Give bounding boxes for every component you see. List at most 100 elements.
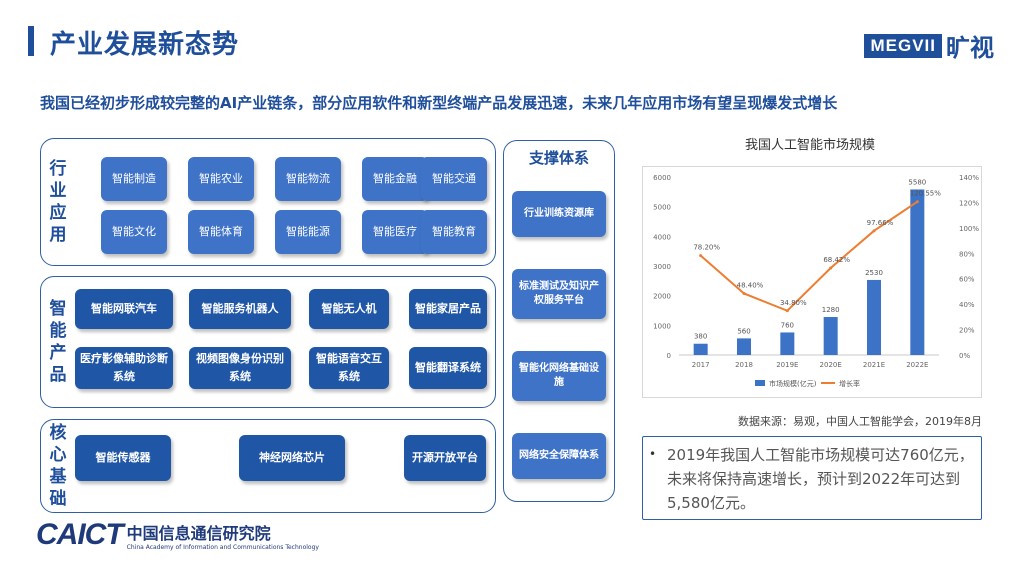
megvii-logo-mark: MEGVII	[864, 33, 942, 58]
line-data-label: 78.20%	[693, 244, 720, 252]
app-tile[interactable]: 智能教育	[421, 210, 487, 254]
product-tile[interactable]: 智能语音交互系统	[309, 347, 389, 389]
panel-label-char: 智	[49, 299, 67, 319]
core-tile[interactable]: 智能传感器	[75, 435, 171, 481]
y-left-tick-label: 3000	[653, 263, 671, 271]
app-tile[interactable]: 智能医疗	[362, 210, 428, 254]
app-tile[interactable]: 智能体育	[188, 210, 254, 254]
slide-subtitle: 我国已经初步形成较完整的AI产业链条，部分应用软件和新型终端产品发展迅速，未来几…	[40, 94, 838, 112]
summary-note: • 2019年我国人工智能市场规模可达760亿元，未来将保持高速增长，预计到20…	[642, 436, 982, 520]
y-right-tick-label: 0%	[959, 352, 970, 360]
bar-data-label: 5580	[908, 178, 926, 186]
line-data-label: 34.80%	[780, 299, 807, 307]
app-tile[interactable]: 智能金融	[362, 157, 428, 201]
caict-logo: CAICT 中国信息通信研究院 China Academy of Informa…	[36, 518, 319, 552]
product-tile[interactable]: 智能服务机器人	[189, 289, 291, 329]
bar	[737, 338, 751, 355]
product-tile[interactable]: 智能翻译系统	[409, 347, 487, 389]
industry-application-panel: 行业应用 智能制造 智能农业 智能物流 智能金融 智能交通 智能文化 智能体育 …	[40, 138, 496, 266]
core-foundation-panel: 核心基础 智能传感器 神经网络芯片 开源开放平台	[40, 419, 496, 513]
y-left-tick-label: 0	[667, 352, 671, 360]
megvii-logo-cn: 旷视	[946, 34, 994, 62]
y-right-tick-label: 120%	[959, 199, 979, 207]
app-tile[interactable]: 智能制造	[101, 157, 167, 201]
app-tile[interactable]: 智能交通	[421, 157, 487, 201]
panel-label-char: 品	[49, 365, 67, 385]
panel-label-industry: 行业应用	[41, 139, 75, 265]
app-tile[interactable]: 智能物流	[275, 157, 341, 201]
core-tile[interactable]: 神经网络芯片	[239, 435, 345, 481]
x-tick-label: 2019E	[776, 361, 798, 369]
panel-label-char: 业	[49, 181, 67, 201]
panel-label-char: 用	[49, 225, 67, 245]
bar	[910, 189, 925, 355]
line-point	[785, 309, 789, 313]
note-text: 2019年我国人工智能市场规模可达760亿元，未来将保持高速增长，预计到2022…	[667, 446, 974, 512]
panel-label-char: 核	[49, 423, 67, 443]
app-tile[interactable]: 智能文化	[101, 210, 167, 254]
x-tick-label: 2022E	[906, 361, 928, 369]
chart-container: 0 1000 2000 3000 4000 5000 6000 0% 20% 40% 60% 80% 1…	[642, 166, 982, 398]
support-tile[interactable]: 行业训练资源库	[512, 191, 606, 237]
support-tile[interactable]: 网络安全保障体系	[512, 433, 606, 479]
line-point	[699, 254, 703, 258]
y-left-tick-label: 4000	[653, 233, 671, 241]
line-point	[829, 266, 833, 270]
bar-data-label: 760	[781, 321, 794, 329]
x-tick-label: 2021E	[863, 361, 885, 369]
smart-product-panel: 智能产品 智能网联汽车 智能服务机器人 智能无人机 智能家居产品 医疗影像辅助诊…	[40, 276, 496, 408]
bar	[780, 332, 795, 355]
panel-label-char: 产	[49, 343, 67, 363]
panel-label-char: 基	[49, 467, 67, 487]
app-tile[interactable]: 智能农业	[188, 157, 254, 201]
product-tile[interactable]: 智能网联汽车	[75, 289, 173, 329]
panel-label-product: 智能产品	[41, 277, 75, 407]
y-right-tick-label: 80%	[959, 250, 975, 258]
note-bullet: •	[649, 447, 657, 461]
panel-label-core: 核心基础	[41, 420, 75, 512]
line-point	[915, 200, 919, 204]
y-right-tick-label: 60%	[959, 276, 975, 284]
bar	[867, 279, 881, 355]
line-data-label: 48.40%	[737, 281, 764, 289]
bar-data-label: 560	[737, 327, 750, 335]
y-right-tick-label: 20%	[959, 327, 975, 335]
support-tile[interactable]: 智能化网络基础设施	[512, 351, 606, 401]
bar	[823, 317, 838, 355]
legend-bar-label: 市场规模(亿元)	[769, 379, 817, 388]
bar	[693, 343, 708, 355]
x-tick-label: 2017	[692, 361, 710, 369]
title-accent-bar	[28, 26, 34, 56]
app-tile[interactable]: 智能能源	[275, 210, 341, 254]
y-right-tick-label: 40%	[959, 301, 975, 309]
panel-label-char: 心	[49, 445, 67, 465]
panel-label-char: 应	[49, 203, 67, 223]
product-tile[interactable]: 视频图像身份识别系统	[189, 347, 291, 389]
legend-line-label: 增长率	[839, 379, 860, 388]
product-tile[interactable]: 智能家居产品	[409, 289, 487, 329]
support-title: 支撑体系	[528, 149, 589, 167]
x-tick-label: 2020E	[820, 361, 842, 369]
y-right-tick-label: 140%	[959, 174, 979, 182]
line-data-label: 97.66%	[867, 219, 894, 227]
x-tick-label: 2018	[735, 361, 753, 369]
panel-label-char: 础	[49, 489, 67, 509]
caict-logo-en: CAICT	[36, 518, 124, 551]
line-point	[742, 291, 746, 295]
panel-label-char: 行	[49, 159, 67, 179]
line-data-label: 68.42%	[823, 256, 850, 264]
chart-source: 数据来源：易观，中国人工智能学会，2019年8月	[738, 415, 982, 428]
support-tile[interactable]: 标准测试及知识产权服务平台	[512, 269, 606, 319]
bar-data-label: 380	[694, 333, 707, 341]
bar-data-label: 1280	[822, 306, 840, 314]
chart-title: 我国人工智能市场规模	[744, 138, 875, 153]
y-left-tick-label: 6000	[653, 174, 671, 182]
y-right-tick-label: 100%	[959, 225, 979, 233]
line-point	[872, 229, 876, 233]
y-left-tick-label: 5000	[653, 204, 671, 212]
line-data-label: 120.55%	[910, 190, 941, 198]
market-size-chart: 0 1000 2000 3000 4000 5000 6000 0% 20% 40% 60% 80% 1…	[653, 174, 979, 388]
product-tile[interactable]: 智能无人机	[309, 289, 389, 329]
core-tile[interactable]: 开源开放平台	[404, 435, 486, 481]
product-tile[interactable]: 医疗影像辅助诊断系统	[75, 347, 173, 389]
